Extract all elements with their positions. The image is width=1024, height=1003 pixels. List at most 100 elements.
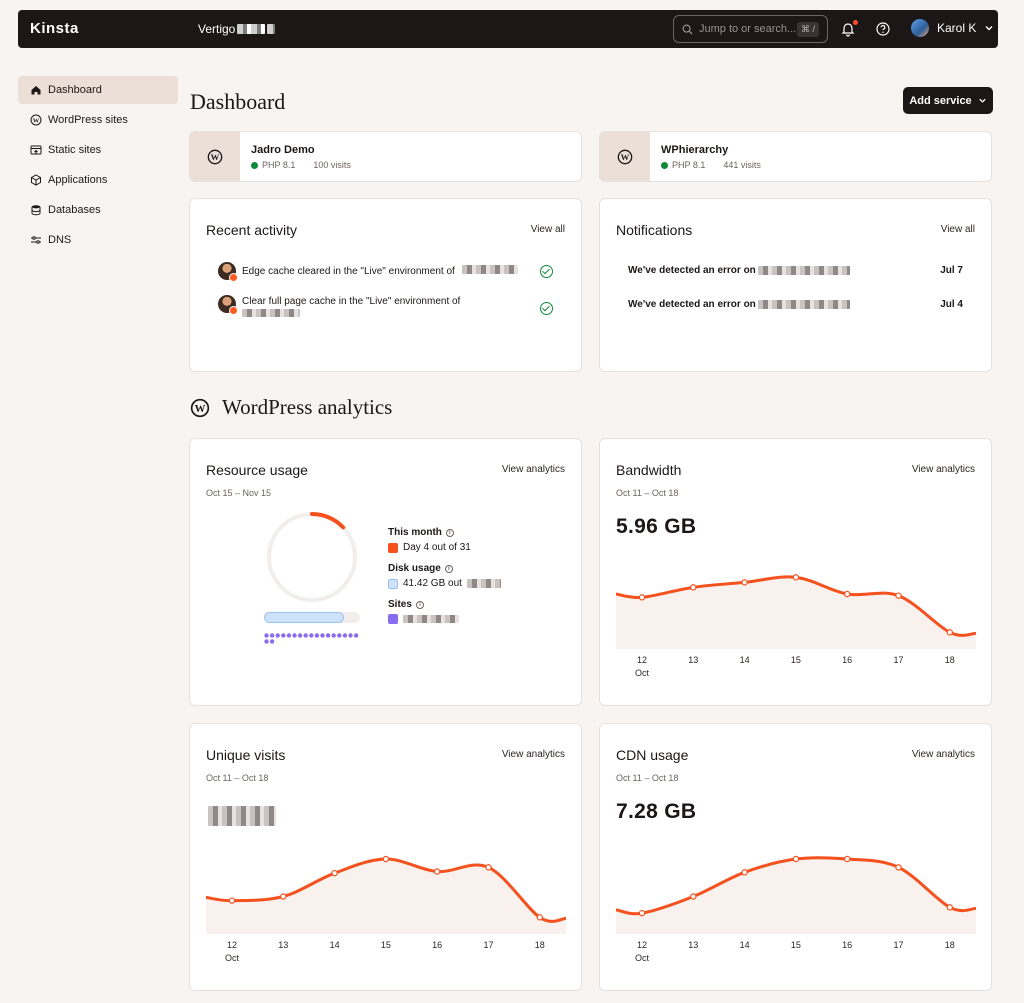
x-tick-label: 15: [790, 940, 801, 950]
database-icon: [31, 205, 41, 216]
legend-label: Disk usage: [388, 563, 441, 574]
data-point[interactable]: [843, 590, 851, 598]
sites-dots: [264, 633, 359, 644]
status-ok-icon: [661, 161, 668, 169]
bandwidth-chart: [616, 574, 976, 649]
x-tick-label: 17: [893, 655, 904, 665]
card-title: CDN usage: [616, 747, 689, 763]
section-title: W WordPress analytics: [190, 395, 392, 420]
data-point[interactable]: [536, 914, 543, 921]
data-point[interactable]: [331, 869, 338, 877]
activity-text: Clear full page cache in the "Live" envi…: [242, 296, 461, 307]
redacted-site-name: [757, 300, 850, 309]
site-visits: 100 visits: [313, 160, 351, 170]
avatar: [218, 262, 238, 282]
data-point[interactable]: [741, 869, 748, 876]
data-point[interactable]: [690, 584, 697, 591]
data-point[interactable]: [895, 864, 902, 871]
x-tick-label: 13: [688, 940, 699, 950]
x-tick-label: 13: [278, 940, 289, 950]
site-dot: [314, 633, 320, 638]
wordpress-icon: W: [30, 114, 42, 126]
data-point[interactable]: [382, 855, 390, 863]
home-icon: [31, 86, 41, 95]
sidebar-item-dns[interactable]: DNS: [18, 226, 178, 254]
sidebar-item-dashboard[interactable]: Dashboard: [18, 76, 178, 104]
legend-swatch: [388, 614, 398, 624]
help-icon[interactable]: [875, 21, 891, 37]
data-point[interactable]: [946, 904, 953, 911]
bell-icon[interactable]: [840, 21, 856, 37]
x-tick-label: 14: [329, 940, 340, 950]
data-point[interactable]: [280, 893, 287, 900]
disk-usage-fill: [264, 612, 344, 623]
company-switcher[interactable]: Vertigo: [198, 22, 276, 36]
data-point[interactable]: [895, 592, 902, 599]
view-analytics-link[interactable]: View analytics: [911, 749, 975, 760]
bandwidth-card: Bandwidth View analytics Oct 11 – Oct 18…: [599, 438, 992, 706]
data-point[interactable]: [638, 909, 646, 917]
date-range: Oct 11 – Oct 18: [616, 773, 679, 783]
data-point[interactable]: [433, 868, 441, 875]
site-card[interactable]: W Jadro Demo PHP 8.1 100 visits: [189, 131, 582, 182]
svg-text:W: W: [33, 117, 40, 124]
resource-legend: This month i Day 4 out of 31 Disk usage i …: [388, 527, 501, 634]
data-point[interactable]: [690, 893, 697, 900]
site-name: WPhierarchy: [661, 144, 729, 156]
data-point[interactable]: [792, 855, 800, 863]
x-tick-label: 16: [842, 940, 853, 950]
card-title: Unique visits: [206, 747, 286, 763]
chart-area: [616, 576, 976, 649]
notification-item[interactable]: We've detected an error on: [628, 265, 850, 276]
info-icon[interactable]: i: [445, 528, 454, 537]
view-analytics-link[interactable]: View analytics: [501, 749, 565, 760]
x-tick-sublabel: Oct: [634, 668, 650, 678]
data-point[interactable]: [485, 864, 492, 871]
sidebar-item-static-sites[interactable]: Static sites: [18, 136, 178, 164]
view-analytics-link[interactable]: View analytics: [501, 464, 565, 475]
data-point[interactable]: [792, 574, 800, 581]
notifications-card: Notifications View all We've detected an…: [599, 198, 992, 372]
x-tick-label: 13: [688, 655, 699, 665]
sidebar-item-wordpress-sites[interactable]: W WordPress sites: [18, 106, 178, 134]
data-point[interactable]: [741, 579, 748, 586]
applications-icon: [31, 174, 41, 186]
site-dot: [264, 633, 269, 638]
view-all-link[interactable]: View all: [940, 224, 975, 235]
activity-item[interactable]: Clear full page cache in the "Live" envi…: [218, 295, 460, 321]
activity-item[interactable]: Edge cache cleared in the "Live" environ…: [218, 262, 518, 282]
data-point[interactable]: [638, 594, 646, 601]
view-all-link[interactable]: View all: [530, 224, 565, 235]
data-point[interactable]: [228, 897, 236, 904]
svg-text:W: W: [195, 402, 206, 414]
data-point[interactable]: [946, 629, 953, 636]
x-tick-label: 16: [842, 655, 853, 665]
usage-ring: [267, 512, 357, 602]
kinsta-logo[interactable]: Kinsta: [30, 20, 79, 37]
card-title: Resource usage: [206, 462, 308, 478]
view-analytics-link[interactable]: View analytics: [911, 464, 975, 475]
info-icon[interactable]: i: [415, 600, 424, 609]
user-name: Karol K: [937, 21, 977, 35]
notification-text: We've detected an error on: [628, 265, 756, 276]
x-tick-label: 17: [893, 940, 904, 950]
add-service-button[interactable]: Add service: [903, 87, 993, 114]
sidebar-item-applications[interactable]: Applications: [18, 166, 178, 194]
site-dot: [309, 633, 314, 638]
x-tick-label: 17: [483, 940, 494, 950]
notification-date: Jul 7: [940, 265, 963, 276]
user-menu[interactable]: Karol K: [911, 19, 994, 37]
site-card[interactable]: W WPhierarchy PHP 8.1 441 visits: [599, 131, 992, 182]
data-point[interactable]: [843, 855, 851, 863]
notification-item[interactable]: We've detected an error on: [628, 299, 850, 310]
x-tick-label: 16: [432, 940, 443, 950]
search-icon: [682, 24, 693, 35]
x-tick-label: 15: [790, 655, 801, 665]
redacted-company-suffix: [237, 24, 266, 34]
sidebar-item-databases[interactable]: Databases: [18, 196, 178, 224]
page-title: Dashboard: [190, 89, 286, 114]
site-dot: [286, 633, 292, 638]
info-icon[interactable]: i: [444, 564, 453, 573]
search-input[interactable]: Jump to or search... ⌘ /: [673, 15, 828, 43]
site-php: PHP 8.1: [262, 160, 296, 170]
